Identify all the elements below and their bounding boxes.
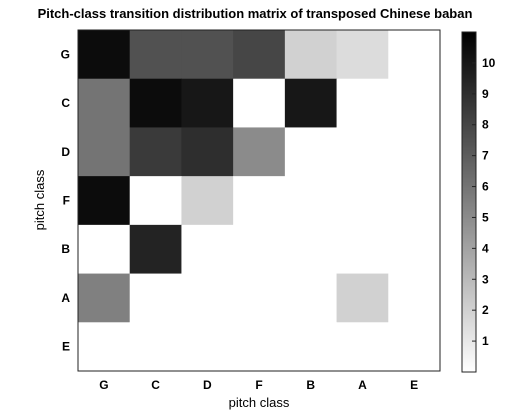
heatmap-cell <box>284 273 338 323</box>
heatmap-cell <box>233 224 286 275</box>
heatmap-cell <box>181 78 234 128</box>
heatmap-cell <box>129 176 182 226</box>
heatmap-cell <box>233 127 286 177</box>
x-tick-label: C <box>151 378 160 392</box>
heatmap-cell <box>181 322 234 372</box>
heatmap-cell <box>181 176 234 226</box>
heatmap-cell <box>284 224 338 275</box>
y-tick-label: E <box>62 340 70 354</box>
colorbar-tick-label: 2 <box>482 303 489 317</box>
heatmap-cell <box>78 127 131 177</box>
heatmap-cell <box>78 78 131 128</box>
y-tick-label: G <box>61 47 70 61</box>
y-axis-label: pitch class <box>32 169 47 230</box>
y-tick-label: D <box>61 145 70 159</box>
x-tick-label: D <box>203 378 212 392</box>
colorbar <box>461 31 477 373</box>
heatmap-cell <box>284 176 338 226</box>
heatmap-cell <box>181 30 234 80</box>
heatmap-cell <box>181 224 234 275</box>
heatmap-cell <box>78 322 131 372</box>
colorbar-tick-label: 5 <box>482 210 489 224</box>
colorbar-tick-label: 3 <box>482 272 489 286</box>
y-tick-label: A <box>61 291 70 305</box>
y-tick-label: C <box>61 96 70 110</box>
chart-title: Pitch-class transition distribution matr… <box>38 6 473 21</box>
heatmap-cell <box>336 322 389 372</box>
y-tick-label: F <box>63 194 70 208</box>
heatmap-cell <box>233 30 286 80</box>
heatmap-cell <box>284 322 338 372</box>
heatmap-cell <box>388 78 441 128</box>
y-tick-label: B <box>61 242 70 256</box>
colorbar-tick-label: 8 <box>482 118 489 132</box>
heatmap-cell <box>388 224 441 275</box>
x-tick-label: E <box>410 378 418 392</box>
heatmap-cell <box>336 224 389 275</box>
heatmap-cell <box>336 127 389 177</box>
heatmap-cell <box>388 30 441 80</box>
heatmap-cell <box>129 78 182 128</box>
x-tick-label: B <box>306 378 315 392</box>
heatmap-cell <box>284 30 338 80</box>
heatmap-cell <box>233 273 286 323</box>
colorbar-ticks: 1 2 3 4 5 6 7 8 9 10 <box>472 56 496 348</box>
heatmap-cell <box>336 30 389 80</box>
heatmap-cell <box>336 273 389 323</box>
heatmap-cell <box>284 127 338 177</box>
colorbar-tick-label: 6 <box>482 180 489 194</box>
x-tick-label: F <box>255 378 262 392</box>
heatmap-cell <box>388 273 441 323</box>
heatmap-cell <box>388 176 441 226</box>
colorbar-tick-label: 7 <box>482 149 489 163</box>
heatmap-cell <box>181 273 234 323</box>
heatmap-cell <box>78 224 131 275</box>
heatmap-cell <box>129 127 182 177</box>
heatmap-cell <box>181 127 234 177</box>
heatmap-cell <box>129 224 182 275</box>
heatmap-cell <box>78 273 131 323</box>
x-tick-label: A <box>358 378 367 392</box>
heatmap-cell <box>388 127 441 177</box>
heatmap-cell <box>233 78 286 128</box>
heatmap-cell <box>336 176 389 226</box>
heatmap-cell <box>129 30 182 80</box>
heatmap-cell <box>233 322 286 372</box>
x-tick-label: G <box>99 378 108 392</box>
y-tick-labels: G C D F B A E <box>61 47 71 353</box>
colorbar-tick-label: 4 <box>482 241 489 255</box>
heatmap-cell <box>78 176 131 226</box>
colorbar-tick-label: 1 <box>482 334 489 348</box>
colorbar-tick-label: 9 <box>482 87 489 101</box>
heatmap-cell <box>233 176 286 226</box>
heatmap-cell <box>284 78 338 128</box>
heatmap-cell <box>388 322 441 372</box>
heatmap-cell <box>129 273 182 323</box>
plot-frame <box>77 29 441 372</box>
heatmap-cell <box>78 30 131 80</box>
heatmap-cells <box>78 30 441 372</box>
colorbar-tick-label: 10 <box>482 56 496 70</box>
x-axis-label: pitch class <box>229 395 290 410</box>
heatmap-cell <box>336 78 389 128</box>
heatmap-cell <box>129 322 182 372</box>
